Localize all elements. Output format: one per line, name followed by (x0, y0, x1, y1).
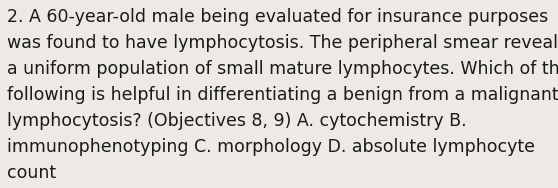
Text: a uniform population of small mature lymphocytes. Which of the: a uniform population of small mature lym… (7, 60, 558, 78)
Text: count: count (7, 164, 56, 182)
Text: immunophenotyping C. morphology D. absolute lymphocyte: immunophenotyping C. morphology D. absol… (7, 138, 535, 156)
Text: following is helpful in differentiating a benign from a malignant: following is helpful in differentiating … (7, 86, 558, 104)
Text: was found to have lymphocytosis. The peripheral smear revealed: was found to have lymphocytosis. The per… (7, 34, 558, 52)
Text: lymphocytosis? (Objectives 8, 9) A. cytochemistry B.: lymphocytosis? (Objectives 8, 9) A. cyto… (7, 112, 466, 130)
Text: 2. A 60-year-old male being evaluated for insurance purposes: 2. A 60-year-old male being evaluated fo… (7, 8, 548, 27)
